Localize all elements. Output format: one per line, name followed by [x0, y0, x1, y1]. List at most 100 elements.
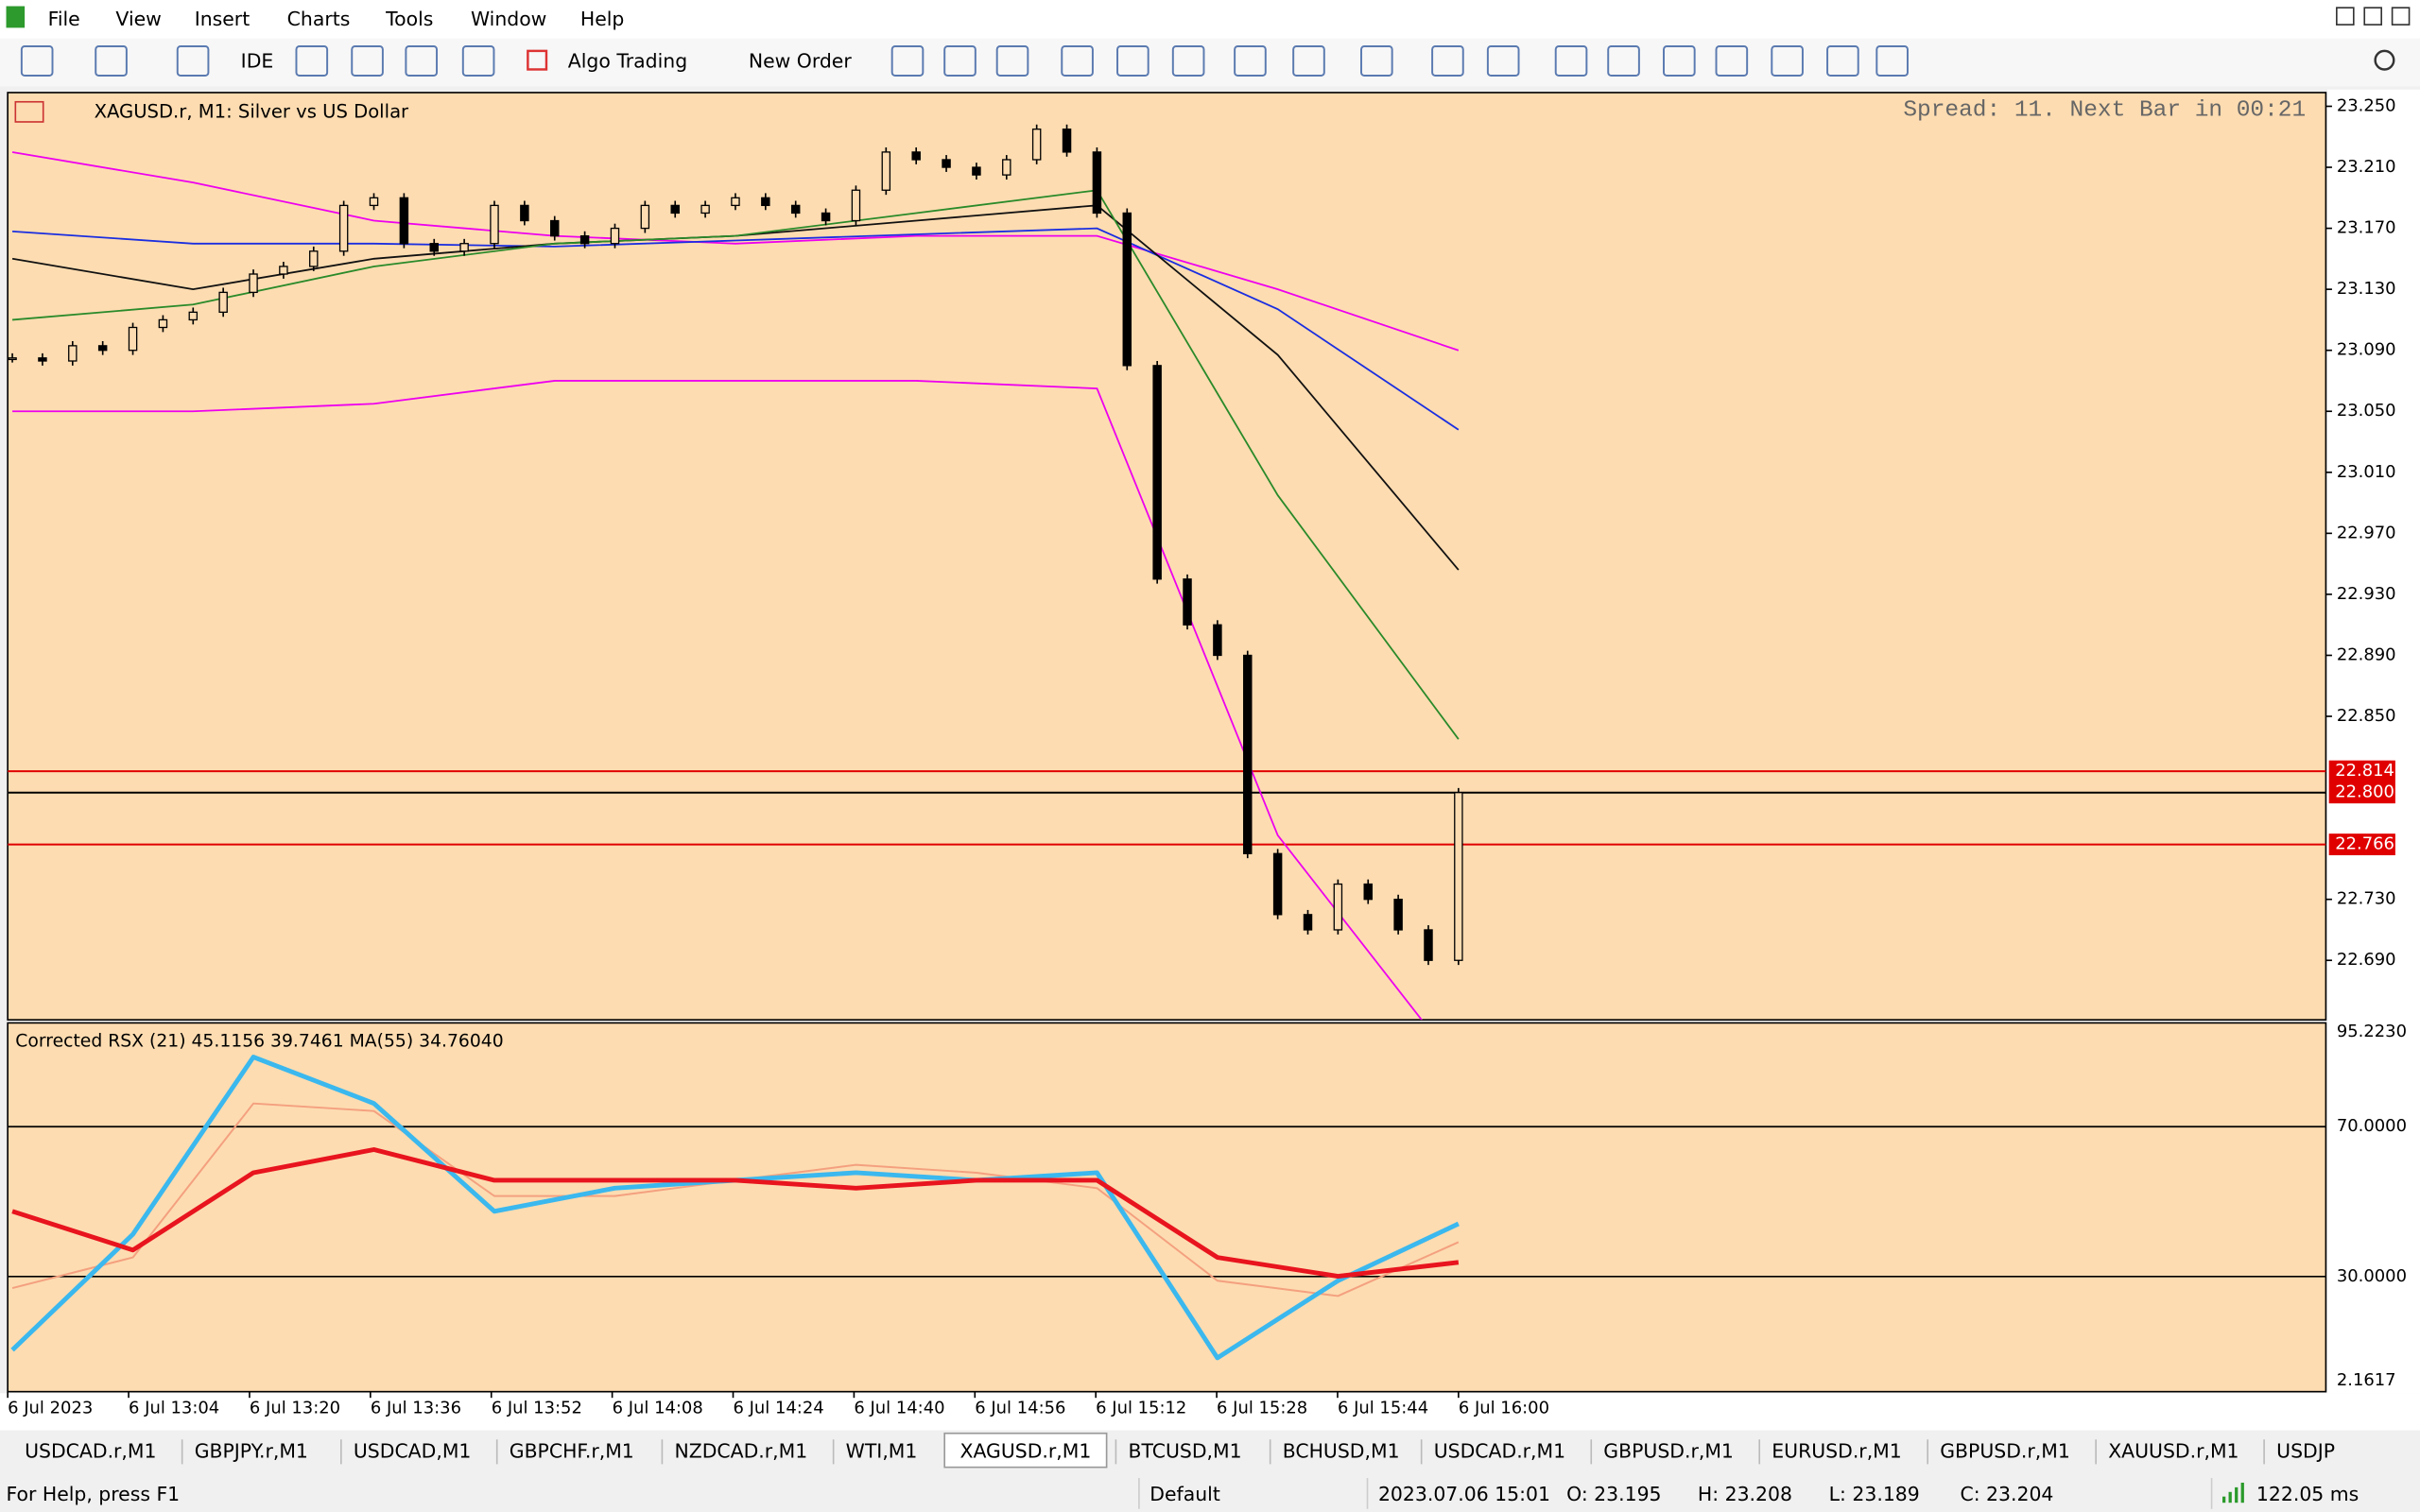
- toolbar-button[interactable]: [1771, 45, 1804, 77]
- chart-tab[interactable]: USDJP: [2276, 1439, 2335, 1462]
- toolbar-button[interactable]: [1715, 45, 1749, 77]
- menu-item[interactable]: Window: [471, 8, 546, 30]
- toolbar-button[interactable]: [1171, 45, 1205, 77]
- chart-tab[interactable]: BTCUSD,M1: [1128, 1439, 1241, 1462]
- y-tick-label: 23.090: [2337, 340, 2396, 360]
- candle: [429, 238, 439, 256]
- candle: [579, 231, 590, 249]
- y-tick-label: 23.250: [2337, 95, 2396, 115]
- candle-body: [1031, 129, 1042, 161]
- toolbar-button[interactable]: [943, 45, 977, 77]
- toolbar-button[interactable]: [95, 45, 128, 77]
- toolbar-button[interactable]: [1431, 45, 1464, 77]
- tab-bar: [0, 1432, 2420, 1474]
- chart-tab[interactable]: GBPJPY.r,M1: [195, 1439, 308, 1462]
- chart-tab[interactable]: EURUSD.r,M1: [1772, 1439, 1901, 1462]
- new-order-button[interactable]: New Order: [749, 49, 853, 72]
- candle: [1272, 849, 1283, 919]
- moving-average: [11, 151, 1460, 352]
- candle-body: [640, 204, 650, 230]
- candle-body: [97, 345, 108, 352]
- y-tick-label: 2.1617: [2337, 1370, 2396, 1390]
- window-controls: [2336, 7, 2411, 26]
- menu-item[interactable]: Charts: [287, 8, 351, 30]
- candle: [459, 238, 469, 256]
- y-tick-label: 22.690: [2337, 950, 2396, 970]
- chart-tab[interactable]: XAUUSD.r,M1: [2108, 1439, 2238, 1462]
- candle-body: [821, 212, 831, 222]
- chart-tab[interactable]: NZDCAD.r,M1: [674, 1439, 807, 1462]
- chart-tab[interactable]: USDCAD.r,M1: [1434, 1439, 1565, 1462]
- menu-item[interactable]: Help: [580, 8, 624, 30]
- toolbar-button[interactable]: [1061, 45, 1094, 77]
- toolbar-button[interactable]: [1360, 45, 1393, 77]
- chart-tab[interactable]: USDCAD,M1: [354, 1439, 472, 1462]
- chart-tab[interactable]: GBPUSD.r,M1: [1940, 1439, 2070, 1462]
- menu-item[interactable]: Insert: [195, 8, 250, 30]
- price-label: 22.766: [2335, 834, 2394, 854]
- toolbar-button[interactable]: [405, 45, 439, 77]
- chart-tab[interactable]: WTI,M1: [846, 1439, 918, 1462]
- candle-body: [851, 189, 861, 222]
- menu-item[interactable]: Tools: [385, 8, 433, 30]
- x-tick-label: 6 Jul 15:12: [1096, 1399, 1186, 1418]
- candle-body: [1122, 212, 1132, 367]
- x-tick-label: 6 Jul 13:04: [129, 1399, 219, 1418]
- ide-button[interactable]: IDE: [241, 49, 274, 72]
- toolbar-button[interactable]: [1486, 45, 1520, 77]
- candle: [1333, 879, 1343, 935]
- x-tick-label: 6 Jul 16:00: [1459, 1399, 1549, 1418]
- candle-body: [249, 273, 258, 294]
- menu-item[interactable]: View: [115, 8, 161, 30]
- toolbar-button[interactable]: [1876, 45, 1909, 77]
- toolbar-button[interactable]: [1826, 45, 1859, 77]
- candle-body: [399, 197, 409, 245]
- time-axis: [0, 1393, 2420, 1431]
- menu-item[interactable]: File: [48, 8, 80, 30]
- toolbar-button[interactable]: [351, 45, 384, 77]
- toolbar-button[interactable]: [1292, 45, 1325, 77]
- y-tick-label: 23.050: [2337, 401, 2396, 421]
- candle-body: [579, 235, 590, 245]
- restore[interactable]: [2363, 7, 2382, 26]
- candle-body: [1272, 852, 1283, 916]
- candle: [1243, 650, 1253, 859]
- status-close: C: 23.204: [1960, 1483, 2053, 1505]
- candle-body: [911, 151, 921, 161]
- toolbar-button[interactable]: [295, 45, 329, 77]
- candle: [851, 185, 861, 226]
- algo-icon[interactable]: [527, 49, 548, 71]
- toolbar-button[interactable]: [1554, 45, 1588, 77]
- indicator-plot: [8, 1055, 2326, 1361]
- close[interactable]: [2391, 7, 2411, 26]
- toolbar-button[interactable]: [1663, 45, 1696, 77]
- toolbar-button[interactable]: [1607, 45, 1640, 77]
- x-tick-label: 6 Jul 15:44: [1338, 1399, 1428, 1418]
- toolbar-button[interactable]: [176, 45, 210, 77]
- chart-tab[interactable]: XAGUSD.r,M1: [960, 1439, 1092, 1462]
- candle: [550, 215, 560, 241]
- chart-tab[interactable]: USDCAD.r,M1: [25, 1439, 156, 1462]
- candle-body: [1363, 883, 1373, 901]
- candle: [1303, 909, 1313, 935]
- toolbar-button[interactable]: [1116, 45, 1150, 77]
- chart-tab[interactable]: BCHUSD,M1: [1283, 1439, 1400, 1462]
- chart-tab[interactable]: GBPUSD.r,M1: [1603, 1439, 1734, 1462]
- toolbar-button[interactable]: [20, 45, 54, 77]
- toolbar-button[interactable]: [461, 45, 495, 77]
- algo-trading-button[interactable]: Algo Trading: [568, 49, 687, 72]
- toolbar-button[interactable]: [890, 45, 925, 77]
- x-tick-label: 6 Jul 14:08: [613, 1399, 703, 1418]
- search-icon[interactable]: [2374, 49, 2395, 71]
- candle-body: [1393, 899, 1403, 931]
- signal-icon: [2222, 1482, 2244, 1503]
- y-tick-label: 23.210: [2337, 157, 2396, 177]
- minimize[interactable]: [2336, 7, 2355, 26]
- price-axis: [2327, 89, 2420, 1394]
- toolbar-button[interactable]: [995, 45, 1029, 77]
- chart-tab[interactable]: GBPCHF.r,M1: [510, 1439, 634, 1462]
- candle: [1122, 208, 1132, 370]
- toolbar-button[interactable]: [1234, 45, 1267, 77]
